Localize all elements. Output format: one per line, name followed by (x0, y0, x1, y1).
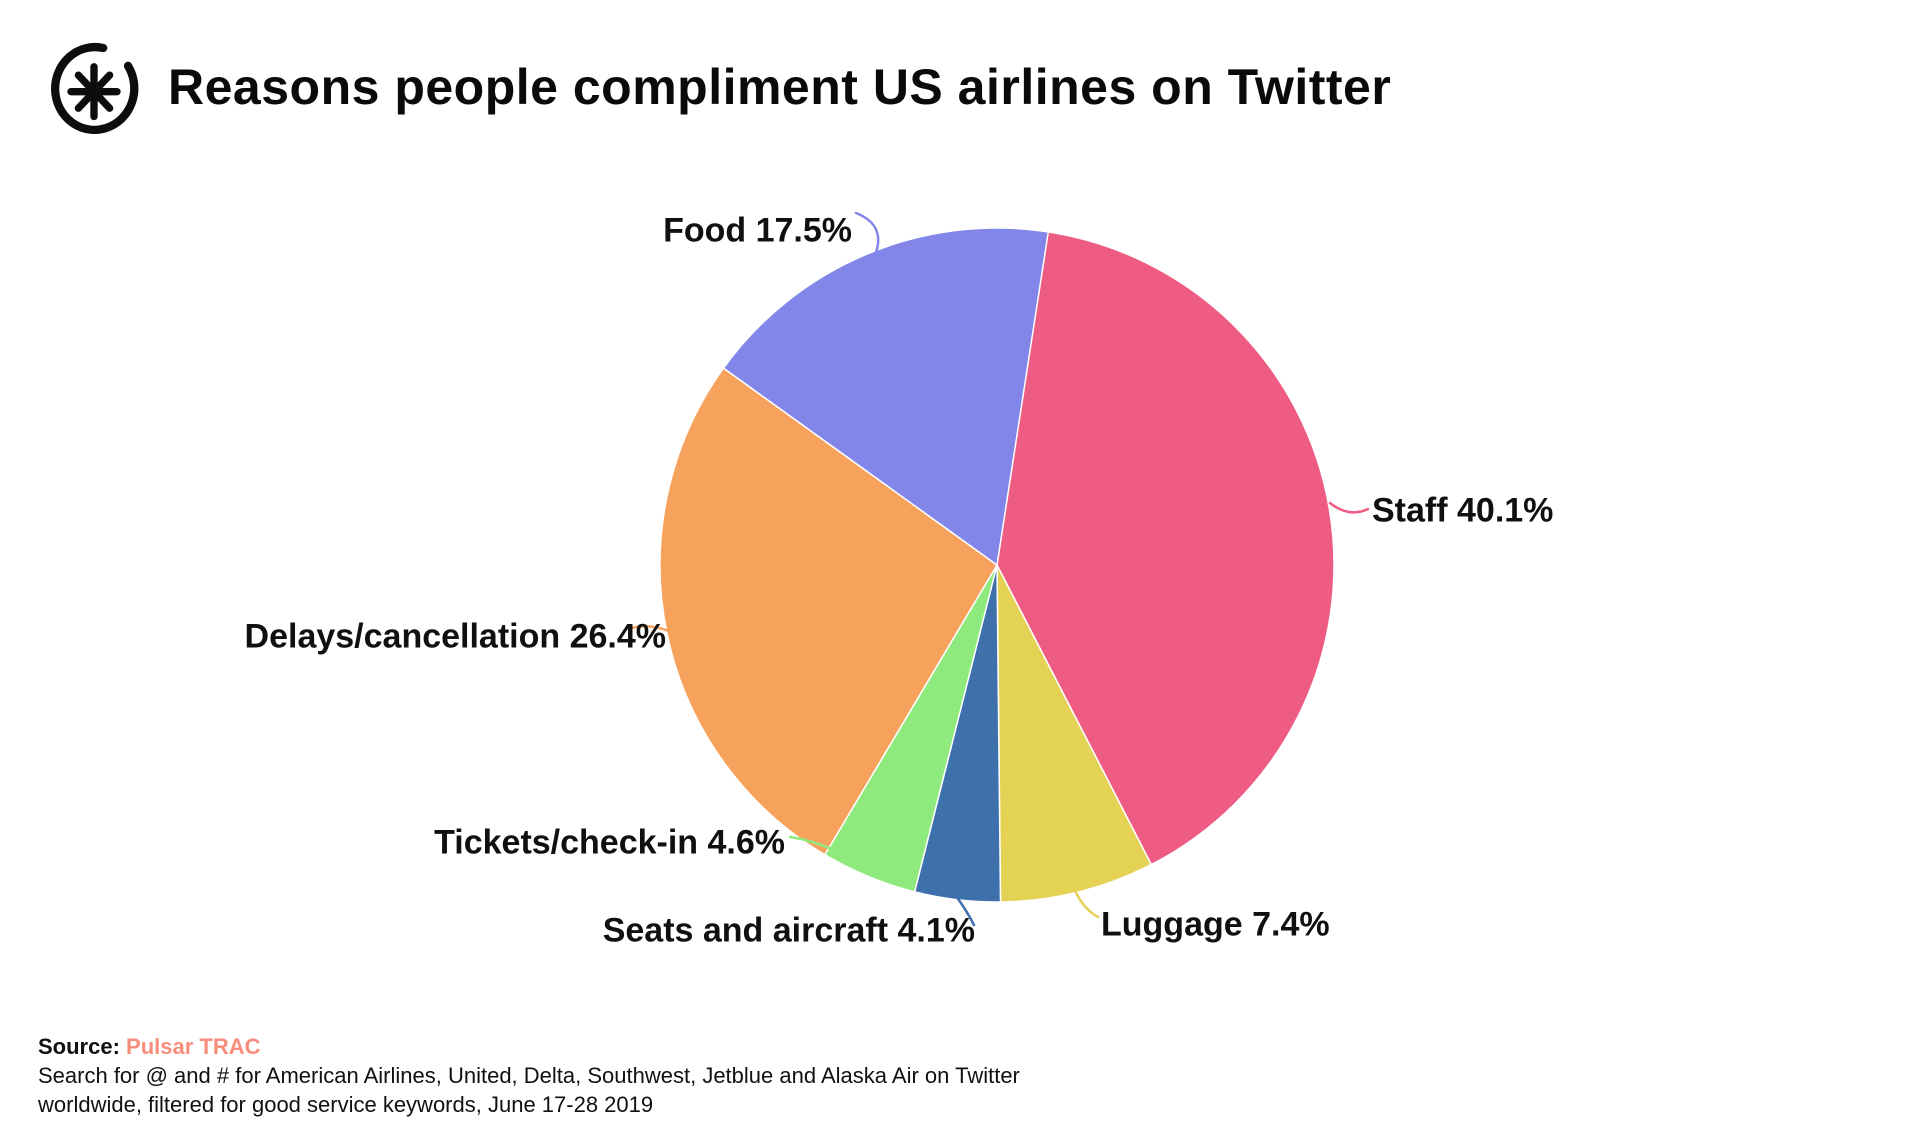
slice-label-food: Food 17.5% (663, 211, 852, 250)
leader-line-delays-cancellation (626, 625, 689, 643)
pie-slice-delays-cancellation (659, 367, 998, 856)
slice-label-luggage: Luggage 7.4% (1101, 905, 1330, 944)
slice-label-staff: Staff 40.1% (1372, 491, 1554, 530)
source-note-line-2: worldwide, filtered for good service key… (38, 1092, 654, 1117)
slice-label-delays-cancellation: Delays/cancellation 26.4% (244, 617, 666, 656)
quartz-logo-icon (51, 42, 139, 134)
leader-line-seats-and-aircraft (954, 894, 976, 927)
pie-slice-luggage (996, 564, 1153, 903)
source-block: Source: Pulsar TRAC Search for @ and # f… (38, 1032, 1020, 1119)
slice-label-seats-and-aircraft: Seats and aircraft 4.1% (602, 911, 975, 950)
source-label: Source: (38, 1034, 120, 1059)
page-title: Reasons people compliment US airlines on… (168, 59, 1392, 115)
pie-slice-food (722, 227, 1050, 566)
leader-line-tickets-check-in (788, 835, 869, 875)
leader-line-staff (1328, 501, 1370, 514)
pie-slice-staff (996, 230, 1335, 866)
slice-label-tickets-check-in: Tickets/check-in 4.6% (434, 823, 785, 862)
source-note-line-1: Search for @ and # for American Airlines… (38, 1063, 1020, 1088)
source-link[interactable]: Pulsar TRAC (126, 1034, 261, 1059)
leader-line-food (854, 211, 880, 262)
leader-line-luggage (1068, 874, 1100, 919)
